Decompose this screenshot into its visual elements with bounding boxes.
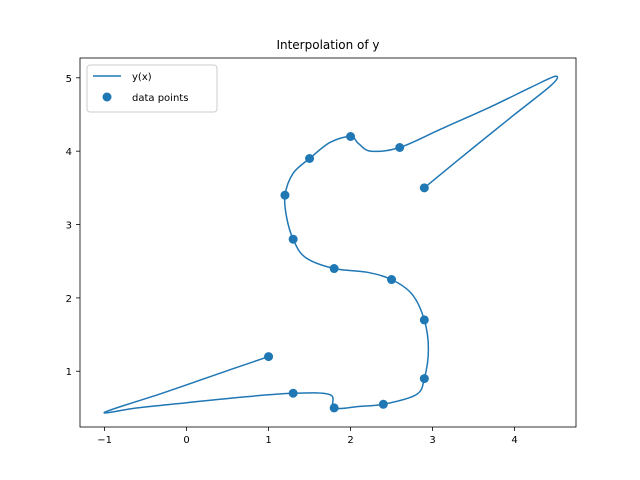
legend-label-line: y(x) — [132, 72, 152, 83]
legend-label-points: data points — [132, 93, 188, 104]
data-point — [329, 264, 339, 274]
data-point — [395, 142, 405, 152]
data-point — [378, 399, 388, 409]
data-point — [288, 234, 298, 244]
legend-box — [86, 64, 218, 113]
data-point — [419, 315, 429, 325]
x-tick-label: −1 — [97, 435, 112, 446]
x-tick-label: 1 — [265, 435, 271, 446]
y-axis: 1 2 3 4 5 — [66, 74, 80, 378]
data-point — [280, 190, 290, 200]
data-point — [419, 183, 429, 193]
y-tick-label: 3 — [66, 221, 72, 232]
data-point — [288, 388, 298, 398]
y-tick-label: 1 — [66, 367, 72, 378]
chart-title: Interpolation of y — [276, 38, 379, 52]
data-point — [346, 131, 356, 141]
data-point — [387, 275, 397, 285]
legend-marker-swatch — [102, 92, 112, 102]
y-tick-label: 2 — [66, 294, 72, 305]
data-point — [305, 154, 315, 164]
y-tick-label: 5 — [66, 74, 72, 85]
x-tick-label: 0 — [183, 435, 189, 446]
legend: y(x) data points — [86, 64, 218, 113]
data-point — [419, 374, 429, 384]
plot-clip-group — [103, 75, 559, 414]
x-axis: −1 0 1 2 3 4 — [97, 427, 518, 446]
x-tick-label: 2 — [347, 435, 353, 446]
plot-area — [80, 58, 576, 427]
data-point — [264, 352, 274, 362]
data-points-group — [264, 131, 429, 413]
data-point — [329, 403, 339, 413]
x-tick-label: 3 — [429, 435, 435, 446]
axes-frame — [79, 57, 577, 428]
x-tick-label: 4 — [511, 435, 517, 446]
y-tick-label: 4 — [66, 147, 72, 158]
